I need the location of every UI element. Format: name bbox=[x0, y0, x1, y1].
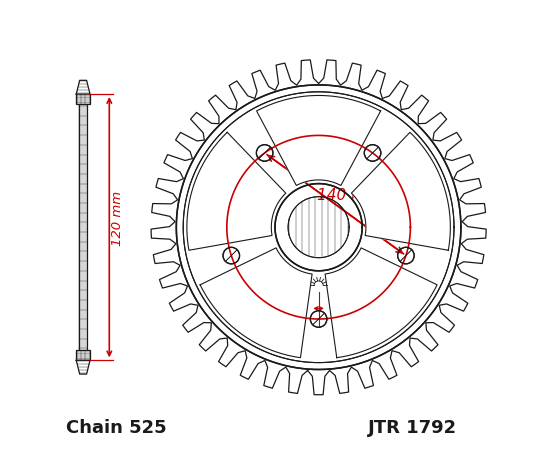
Polygon shape bbox=[76, 80, 90, 94]
Polygon shape bbox=[200, 248, 312, 358]
Polygon shape bbox=[325, 248, 437, 358]
Bar bbox=[76, 350, 90, 360]
Polygon shape bbox=[187, 132, 286, 250]
Text: 120 mm: 120 mm bbox=[111, 190, 124, 246]
Text: Chain 525: Chain 525 bbox=[67, 419, 167, 437]
Bar bbox=[76, 94, 90, 104]
Polygon shape bbox=[76, 360, 90, 374]
Polygon shape bbox=[257, 95, 381, 185]
Text: 10.5: 10.5 bbox=[334, 300, 360, 313]
Text: 140 mm: 140 mm bbox=[317, 188, 381, 202]
Polygon shape bbox=[351, 132, 450, 250]
Text: JTR 1792: JTR 1792 bbox=[368, 419, 457, 437]
